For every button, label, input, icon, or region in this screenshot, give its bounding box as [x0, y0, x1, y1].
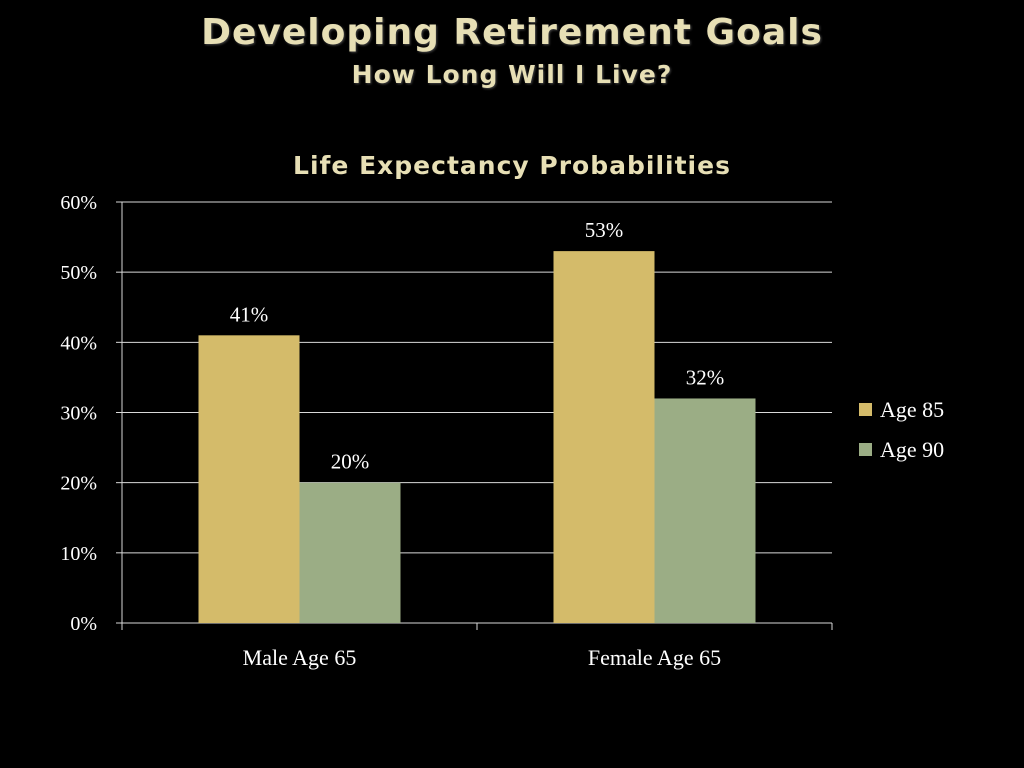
- data-label: 20%: [331, 450, 370, 474]
- bar-age-85: [198, 335, 300, 623]
- slide-subtitle: How Long Will I Live?: [351, 60, 673, 89]
- legend-label: Age 90: [880, 437, 944, 462]
- y-tick-label: 10%: [60, 543, 97, 565]
- y-tick-label: 0%: [70, 613, 97, 635]
- data-label: 32%: [686, 365, 725, 389]
- y-tick-label: 60%: [60, 192, 97, 214]
- y-tick-label: 50%: [60, 262, 97, 284]
- data-label: 41%: [230, 302, 269, 326]
- y-tick-label: 20%: [60, 473, 97, 495]
- legend-label: Age 85: [880, 397, 944, 422]
- bar-age-85: [553, 251, 655, 623]
- bar-age-90: [654, 398, 756, 623]
- chart-title: Life Expectancy Probabilities: [293, 151, 731, 180]
- legend-swatch: [859, 403, 872, 416]
- data-label: 53%: [585, 218, 624, 242]
- y-tick-label: 40%: [60, 332, 97, 354]
- x-category-label: Male Age 65: [243, 645, 357, 670]
- bar-age-90: [299, 482, 401, 623]
- x-category-label: Female Age 65: [588, 645, 721, 670]
- y-tick-label: 30%: [60, 403, 97, 425]
- legend-swatch: [859, 443, 872, 456]
- slide-title: Developing Retirement Goals: [201, 12, 823, 53]
